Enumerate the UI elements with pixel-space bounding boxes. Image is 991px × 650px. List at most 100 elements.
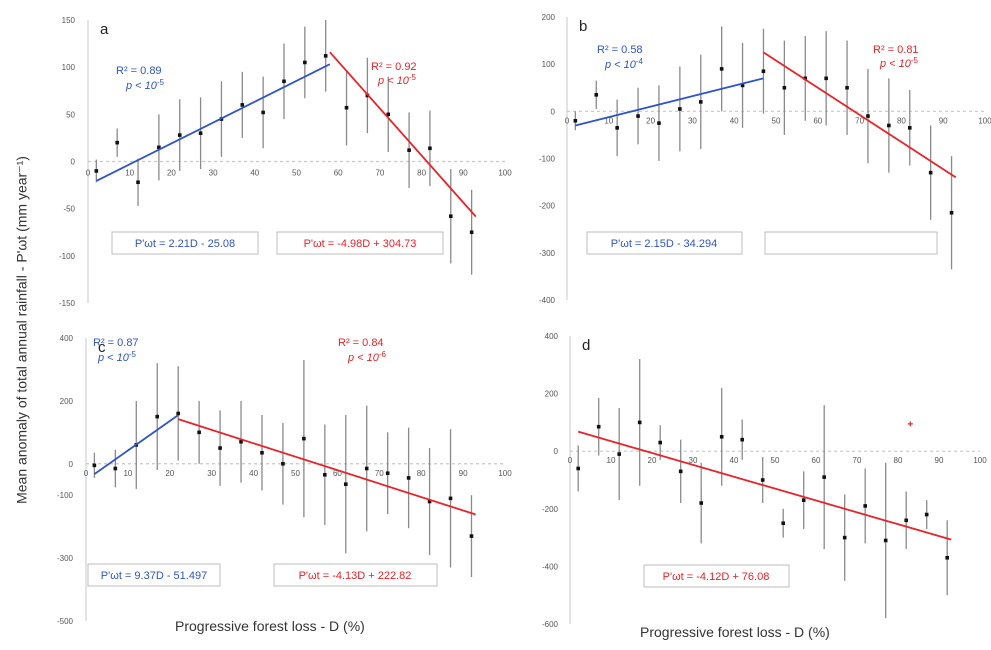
data-point: [573, 118, 578, 123]
panel-b: -400 -300 -200 -100 0 100 200 0 10 20 30 40 50 60 70 80…: [539, 13, 991, 305]
data-point: [803, 76, 808, 81]
x-tick-label: 40: [250, 169, 259, 178]
equation-label: P'ωt = -4.13D + 222.82: [299, 570, 412, 582]
x-tick-label: 40: [730, 456, 739, 465]
panel-c: -500 -300 -100 0 200 400 0 10 20 30 40 50 60 70 80 90 10…: [57, 334, 512, 626]
equation-box: [111, 231, 259, 255]
y-tick-label: 200: [545, 390, 559, 399]
x-tick-label: 10: [607, 456, 616, 465]
data-point: [842, 535, 847, 540]
y-tick-label: -100: [539, 155, 556, 164]
data-point: [945, 555, 949, 560]
data-point: [239, 439, 243, 444]
fit-line-blue: [95, 63, 331, 182]
x-tick-label: 20: [165, 469, 174, 478]
panel-a: -150 -100 -50 0 50 100 150 0 10 20 30 40 50 60 70 80 90 1…: [59, 16, 512, 308]
equation-box: [273, 563, 438, 587]
equation-label: P'ωt = 2.15D - 34.294: [611, 238, 717, 250]
y-tick-label: 0: [69, 460, 74, 469]
x-tick-label: 90: [459, 469, 468, 478]
data-point: [406, 476, 411, 480]
fit-line-red: [329, 51, 477, 218]
data-point: [781, 521, 785, 525]
x-tick-label: 20: [167, 169, 176, 178]
p-value-label: p < 10-5: [97, 350, 137, 364]
y-tick-label: -500: [57, 617, 74, 626]
x-tick-label: 70: [853, 456, 862, 465]
x-tick-label: 90: [939, 116, 948, 125]
x-tick-label: 80: [894, 456, 903, 465]
data-point: [824, 76, 828, 81]
data-point: [782, 85, 787, 90]
y-tick-label: 100: [62, 63, 76, 72]
data-point: [177, 133, 182, 137]
data-point: [218, 446, 222, 450]
data-point: [760, 478, 765, 482]
x-axis-label-left: Progressive forest loss - D (%): [175, 618, 365, 634]
x-tick-label: 100: [498, 469, 512, 478]
x-tick-label: 90: [459, 169, 468, 178]
data-point: [469, 230, 474, 235]
y-tick-label: 400: [60, 334, 74, 343]
fit-line-red: [762, 51, 957, 179]
x-tick-label: 20: [646, 116, 655, 125]
equation-label: P'ωt = -4.98D + 304.73: [304, 238, 417, 250]
panel-letter: b: [579, 18, 587, 35]
y-tick-label: -100: [59, 252, 76, 261]
data-point: [887, 123, 891, 128]
data-point: [699, 501, 703, 505]
r2-label: R² = 0.87: [93, 337, 139, 349]
r2-label: R² = 0.89: [116, 65, 162, 77]
data-point: [719, 435, 724, 439]
r2-label: R² = 0.92: [371, 61, 417, 73]
equation-box: [87, 563, 221, 587]
equation-label: P'ωt = -4.12D + 76.08: [663, 571, 770, 583]
y-tick-label: 400: [545, 332, 559, 341]
x-tick-label: 70: [855, 116, 864, 125]
fit-line-blue: [575, 77, 764, 127]
data-point: [157, 145, 161, 150]
y-tick-label: -600: [542, 620, 559, 629]
x-tick-label: 70: [375, 169, 384, 178]
data-point: [198, 131, 203, 135]
data-point: [92, 463, 97, 468]
data-point: [904, 518, 908, 523]
data-point: [94, 169, 99, 173]
y-tick-label: -400: [539, 296, 556, 305]
x-tick-label: 60: [813, 116, 822, 125]
data-point: [155, 414, 160, 419]
x-tick-label: 30: [209, 169, 218, 178]
data-point: [407, 148, 411, 152]
data-point: [448, 496, 453, 501]
data-point: [740, 437, 744, 442]
y-tick-label: 200: [542, 13, 556, 22]
y-tick-label: -400: [542, 562, 559, 571]
x-tick-label: 10: [125, 169, 134, 178]
data-point: [344, 105, 349, 110]
r2-label: R² = 0.84: [338, 337, 384, 349]
p-value-label: p < 10-4: [604, 57, 644, 71]
x-tick-label: 30: [689, 456, 698, 465]
r2-label: R² = 0.81: [873, 44, 919, 56]
data-point: [615, 126, 619, 130]
data-point: [323, 472, 327, 477]
x-tick-label: 0: [84, 469, 89, 478]
data-point: [801, 498, 806, 502]
x-tick-label: 90: [935, 456, 944, 465]
y-tick-label: 200: [60, 397, 74, 406]
equation-box: [764, 231, 938, 255]
data-point: [197, 430, 201, 435]
y-tick-label: -50: [63, 205, 75, 214]
x-tick-label: 100: [978, 116, 991, 125]
data-point: [386, 112, 391, 117]
x-tick-label: 80: [417, 169, 426, 178]
data-point: [761, 69, 766, 74]
x-tick-label: 80: [897, 116, 906, 125]
fit-line-red: [577, 430, 952, 541]
data-point: [949, 210, 954, 215]
p-value-label: p < 10-5: [125, 78, 165, 92]
data-point: [657, 121, 661, 125]
data-point: [678, 469, 683, 474]
x-tick-label: 60: [334, 169, 343, 178]
data-point: [822, 475, 826, 479]
